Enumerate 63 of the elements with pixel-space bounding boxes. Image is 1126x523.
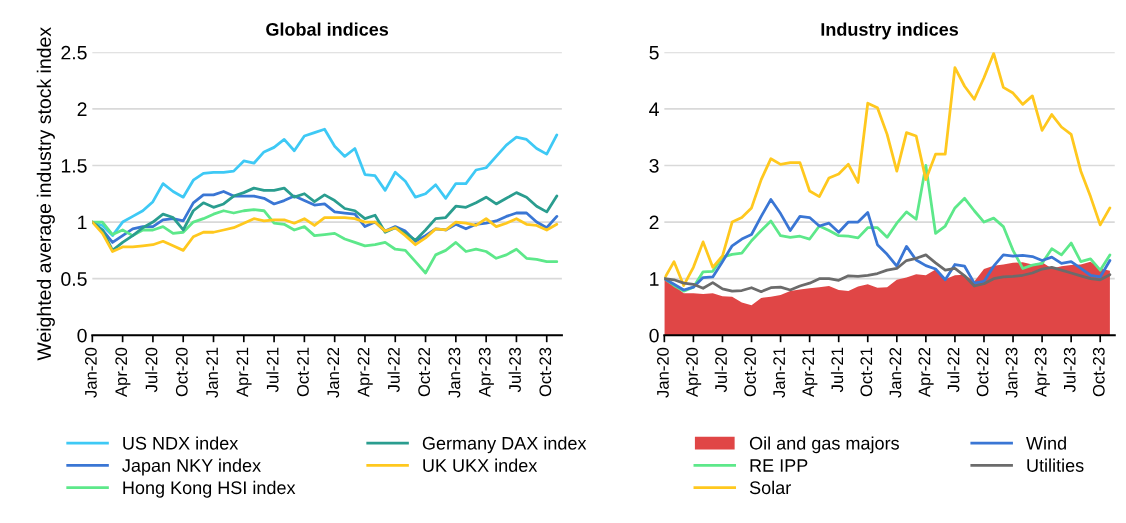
x-tick-label: Jan-23 bbox=[1005, 347, 1018, 398]
y-tick-label: 4 bbox=[649, 102, 659, 116]
x-tick-label: Oct-23 bbox=[1092, 347, 1105, 397]
x-tick-label: Jul-20 bbox=[145, 347, 158, 393]
x-tick-label: Oct-21 bbox=[297, 347, 309, 397]
y-tick-label: 2 bbox=[77, 102, 87, 116]
x-tick-label: Apr-21 bbox=[802, 347, 818, 398]
x-tick-label: Jan-21 bbox=[206, 347, 218, 398]
x-tick-label: Oct-21 bbox=[860, 347, 873, 397]
x-tick-label: Jul-21 bbox=[266, 347, 279, 393]
legend-label: Japan NKY index bbox=[122, 458, 261, 476]
y-tick-label: 0 bbox=[77, 328, 87, 343]
x-tick-label: Apr-22 bbox=[918, 347, 934, 398]
x-tick-label: Jul-20 bbox=[714, 347, 727, 393]
x-tick-label: Apr-23 bbox=[1034, 347, 1050, 398]
x-tick-label: Jul-21 bbox=[830, 347, 844, 393]
legend-label: Solar bbox=[749, 480, 791, 495]
x-tick-label: Oct-22 bbox=[418, 347, 431, 397]
y-tick-label: 5 bbox=[649, 45, 659, 60]
y-tick-label: 1 bbox=[78, 215, 87, 230]
x-tick-label: Jan-21 bbox=[773, 347, 786, 398]
y-tick-label: 1.5 bbox=[61, 159, 87, 173]
line-series bbox=[92, 216, 559, 253]
y-tick-label: 3 bbox=[649, 158, 659, 173]
x-tick-label: Apr-20 bbox=[686, 347, 702, 398]
line-series bbox=[92, 186, 559, 252]
legend-label: UK UKX index bbox=[423, 458, 538, 472]
x-tick-label: Jan-22 bbox=[889, 347, 902, 398]
x-tick-label: Jan-23 bbox=[448, 347, 461, 398]
y-tick-label: 2 bbox=[649, 215, 659, 230]
x-tick-label: Jul-23 bbox=[508, 347, 521, 393]
y-tick-label: 0.5 bbox=[61, 272, 87, 286]
x-tick-label: Apr-23 bbox=[478, 347, 494, 398]
chart-title: Industry indices bbox=[821, 22, 959, 40]
x-tick-label: Jan-20 bbox=[85, 347, 97, 398]
line-series bbox=[664, 253, 1112, 294]
legend-label: US NDX index bbox=[123, 436, 239, 450]
legend-label: RE IPP bbox=[750, 459, 808, 472]
x-tick-label: Oct-22 bbox=[976, 347, 989, 397]
y-tick-label: 0 bbox=[649, 328, 659, 343]
x-tick-label: Jan-20 bbox=[657, 347, 669, 398]
line-series bbox=[92, 208, 559, 275]
y-tick-label: 1 bbox=[650, 272, 659, 286]
line-series bbox=[664, 198, 1112, 292]
legend-label: Wind bbox=[1026, 436, 1066, 450]
x-tick-label: Apr-21 bbox=[236, 347, 252, 398]
legend-label: Germany DAX index bbox=[422, 436, 587, 454]
x-tick-label: Apr-20 bbox=[115, 347, 131, 398]
x-tick-label: Oct-20 bbox=[175, 347, 188, 397]
x-tick-label: Jul-23 bbox=[1063, 347, 1076, 393]
x-tick-label: Oct-20 bbox=[744, 347, 756, 397]
x-tick-label: Jan-22 bbox=[327, 347, 340, 398]
legend-label: Hong Kong HSI index bbox=[123, 480, 296, 498]
x-tick-label: Apr-22 bbox=[357, 347, 373, 398]
y-axis-title: Weighted average industry stock index bbox=[36, 27, 55, 361]
line-series bbox=[664, 52, 1112, 287]
legend-label: Oil and gas majors bbox=[749, 436, 899, 454]
y-tick-label: 2.5 bbox=[61, 45, 87, 60]
legend-label: Utilities bbox=[1027, 458, 1084, 472]
x-tick-label: Jul-22 bbox=[947, 347, 960, 393]
x-tick-label: Jul-22 bbox=[387, 347, 400, 393]
x-tick-label: Oct-23 bbox=[539, 347, 552, 397]
chart-title: Global indices bbox=[266, 22, 389, 36]
